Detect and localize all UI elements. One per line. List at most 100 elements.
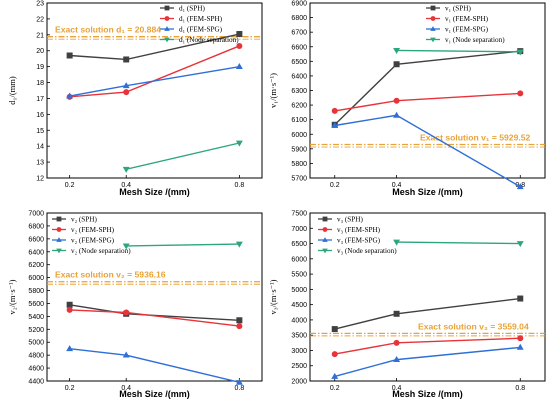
data-point <box>516 183 524 190</box>
x-tick-label: 0.4 <box>392 182 402 189</box>
y-tick-label: 7000 <box>291 226 307 233</box>
y-tick-label: 13 <box>36 160 44 167</box>
legend-marker <box>164 37 170 43</box>
y-tick-label: 6100 <box>291 117 307 124</box>
y-tick-label: 21 <box>36 32 44 39</box>
y-tick-label: 6600 <box>291 44 307 51</box>
y-tick-label: 5700 <box>291 176 307 183</box>
data-point <box>123 89 130 96</box>
legend-marker <box>164 5 170 11</box>
x-tick-label: 0.8 <box>515 385 525 392</box>
legend-label: d₁ (FEM-SPG) <box>179 26 223 34</box>
y-tick-label: 6800 <box>291 15 307 22</box>
data-point <box>517 90 524 97</box>
legend-marker <box>322 248 328 254</box>
legend-marker <box>430 37 436 43</box>
chart-panel-3: 4400 4600 4800 5000 5200 5400 5600 5800 6000 6200… <box>7 211 263 399</box>
data-point <box>331 351 338 358</box>
data-point <box>66 306 73 313</box>
y-tick-label: 6300 <box>291 88 307 95</box>
y-tick-label: 6200 <box>291 103 307 110</box>
data-point <box>236 42 243 49</box>
series-line <box>396 49 521 53</box>
legend-marker <box>56 216 62 222</box>
data-point <box>393 310 400 317</box>
legend-marker <box>164 26 170 31</box>
x-axis-label: Mesh Size /(mm) <box>392 389 463 399</box>
x-tick-label: 0.4 <box>392 385 402 392</box>
y-tick-label: 2500 <box>291 363 307 370</box>
legend-label: v₂ (Node separation) <box>71 247 131 255</box>
data-point <box>122 166 130 173</box>
data-point <box>236 317 243 324</box>
data-point <box>123 56 130 63</box>
legend-label: v₂ (SPH) <box>71 216 97 224</box>
series-line <box>69 65 240 97</box>
exact-solution-label: Exact solution v₃ = 3559.04 <box>418 321 529 331</box>
legend-marker <box>56 237 62 242</box>
x-tick-label: 0.4 <box>121 182 131 189</box>
y-tick-label: 6000 <box>291 256 307 263</box>
y-axis-label: v₃/(m·s⁻¹) <box>268 279 278 314</box>
data-point <box>331 107 338 114</box>
data-point <box>235 378 243 385</box>
data-point <box>66 92 74 99</box>
plot-frame <box>46 212 263 382</box>
data-point <box>393 97 400 104</box>
y-tick-label: 5600 <box>28 301 44 308</box>
y-tick-label: 6500 <box>291 241 307 248</box>
exact-solution-label: Exact solution d₁ = 20.884 <box>55 25 161 35</box>
data-point <box>235 63 243 70</box>
series-line <box>69 304 240 321</box>
legend-label: d₁ (SPH) <box>179 5 205 13</box>
y-tick-label: 5200 <box>28 327 44 334</box>
legend-marker <box>56 248 62 254</box>
x-tick-label: 0.2 <box>330 182 340 189</box>
legend-marker <box>430 16 436 21</box>
legend-label: v₃ (SPH) <box>337 216 363 224</box>
chart-panel-1: 12 13 14 15 16 17 18 19 20 21 22 23 0.2 0.4 0.8 Exact s… <box>7 1 263 197</box>
y-tick-label: 5800 <box>291 161 307 168</box>
y-tick-label: 20 <box>36 48 44 55</box>
legend-marker <box>430 5 436 11</box>
legend-label: v₁ (FEM-SPH) <box>445 15 489 23</box>
y-tick-label: 6200 <box>28 262 44 269</box>
series-line <box>334 50 521 126</box>
data-point <box>236 323 243 330</box>
y-tick-label: 4600 <box>28 366 44 373</box>
y-axis-label: v₂/(m·s⁻¹) <box>7 279 17 314</box>
x-axis-label: Mesh Size /(mm) <box>119 389 190 399</box>
data-point <box>331 121 339 128</box>
y-tick-label: 6400 <box>28 249 44 256</box>
legend-label: v₃ (FEM-SPH) <box>337 226 381 234</box>
series-line <box>334 337 521 355</box>
exact-solution-label: Exact solution v₁ = 5929.52 <box>420 133 531 143</box>
y-tick-label: 6400 <box>291 73 307 80</box>
exact-solution-label: Exact solution v₂ = 5936.16 <box>55 270 166 280</box>
legend-marker <box>322 237 328 242</box>
y-axis-label: v₁/(m·s⁻¹) <box>268 73 278 108</box>
y-tick-label: 3500 <box>291 333 307 340</box>
data-point <box>393 356 401 363</box>
y-tick-label: 5000 <box>28 340 44 347</box>
y-tick-label: 7000 <box>28 211 44 218</box>
legend-label: v₂ (FEM-SPH) <box>71 226 115 234</box>
legend-label: v₁ (SPH) <box>445 5 471 13</box>
y-tick-label: 17 <box>36 96 44 103</box>
data-point <box>393 339 400 346</box>
data-point <box>393 61 400 68</box>
legend-label: v₂ (FEM-SPG) <box>71 237 115 245</box>
y-tick-label: 4500 <box>291 302 307 309</box>
data-point <box>516 343 524 350</box>
y-tick-label: 18 <box>36 80 44 87</box>
legend-marker <box>322 227 328 232</box>
series-line <box>126 142 240 170</box>
y-tick-label: 2000 <box>291 379 307 386</box>
plot-frame <box>46 2 263 179</box>
data-point <box>122 243 130 250</box>
data-point <box>393 239 401 246</box>
data-point <box>517 295 524 302</box>
data-point <box>517 335 524 342</box>
series-line <box>334 92 521 112</box>
data-point <box>66 301 73 308</box>
